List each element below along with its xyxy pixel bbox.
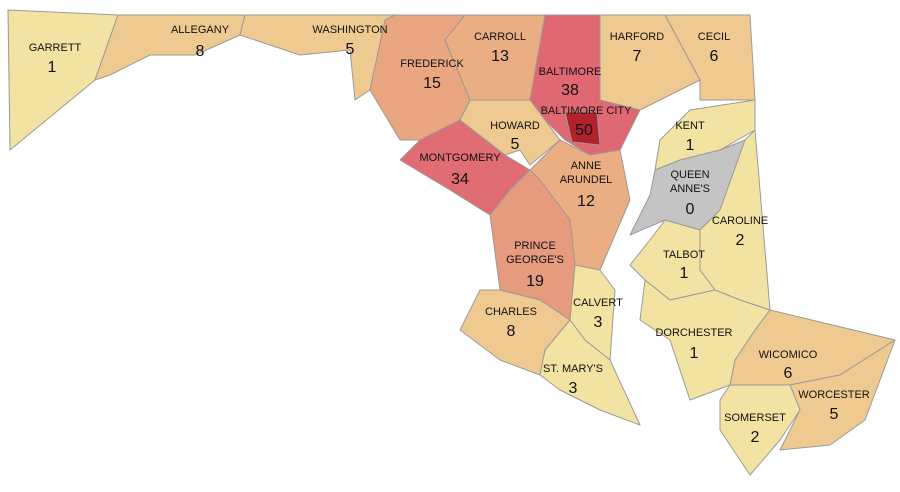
county-name: ANNE — [571, 160, 602, 172]
county-name: CARROLL — [474, 31, 526, 43]
county-name: CHARLES — [485, 306, 537, 318]
county-shape — [719, 384, 801, 476]
county-shape — [779, 339, 896, 451]
county-name: PRINCE — [514, 240, 556, 252]
county-name: HOWARD — [490, 120, 540, 132]
county-value: 13 — [491, 48, 509, 65]
county-value: 38 — [561, 82, 579, 99]
county-name: HARFORD — [610, 31, 664, 43]
county-value: 0 — [686, 201, 695, 218]
county-value: 19 — [526, 273, 544, 290]
county-name: SOMERSET — [724, 412, 786, 424]
county-name: GARRETT — [29, 42, 82, 54]
county-name: ST. MARY'S — [543, 363, 603, 375]
county-name: FREDERICK — [400, 58, 464, 70]
county-value: 5 — [511, 136, 520, 153]
county-value: 5 — [830, 406, 839, 423]
county-value: 2 — [751, 429, 760, 446]
county-name: ARUNDEL — [560, 174, 613, 186]
county-name: KENT — [675, 120, 705, 132]
county-value: 5 — [346, 41, 355, 58]
county-shape — [539, 319, 641, 426]
county-shape — [664, 14, 756, 101]
county-value: 1 — [48, 59, 57, 76]
county-shape — [7, 9, 119, 151]
county-name: BALTIMORE — [539, 66, 602, 78]
county-name: CALVERT — [573, 297, 623, 309]
county-value: 3 — [569, 380, 578, 397]
county-value: 1 — [680, 265, 689, 282]
county-name: TALBOT — [663, 249, 705, 261]
county-value: 3 — [594, 314, 603, 331]
county-name: WASHINGTON — [312, 24, 387, 36]
county-name: CECIL — [698, 31, 730, 43]
county-name: DORCHESTER — [655, 327, 732, 339]
county-value: 1 — [686, 137, 695, 154]
county-name: ANNE'S — [670, 183, 710, 195]
county-name: WORCESTER — [798, 389, 870, 401]
county-value: 15 — [423, 75, 441, 92]
county-name: ALLEGANY — [171, 24, 230, 36]
county-name: MONTGOMERY — [419, 152, 501, 164]
county-shape — [564, 111, 601, 146]
county-value: 2 — [736, 232, 745, 249]
county-value: 34 — [451, 171, 469, 188]
county-value: 6 — [784, 365, 793, 382]
county-value: 6 — [710, 48, 719, 65]
county-name: GEORGE'S — [506, 254, 564, 266]
county-name: CAROLINE — [712, 215, 768, 227]
county-value: 8 — [507, 323, 516, 340]
county-name: BALTIMORE CITY — [541, 105, 633, 117]
county-value: 8 — [196, 43, 205, 60]
county-value: 7 — [633, 48, 642, 65]
county-name: WICOMICO — [759, 349, 818, 361]
county-value: 12 — [577, 193, 595, 210]
county-value: 50 — [575, 122, 593, 139]
county-name: QUEEN — [670, 169, 709, 181]
county-value: 1 — [690, 345, 699, 362]
